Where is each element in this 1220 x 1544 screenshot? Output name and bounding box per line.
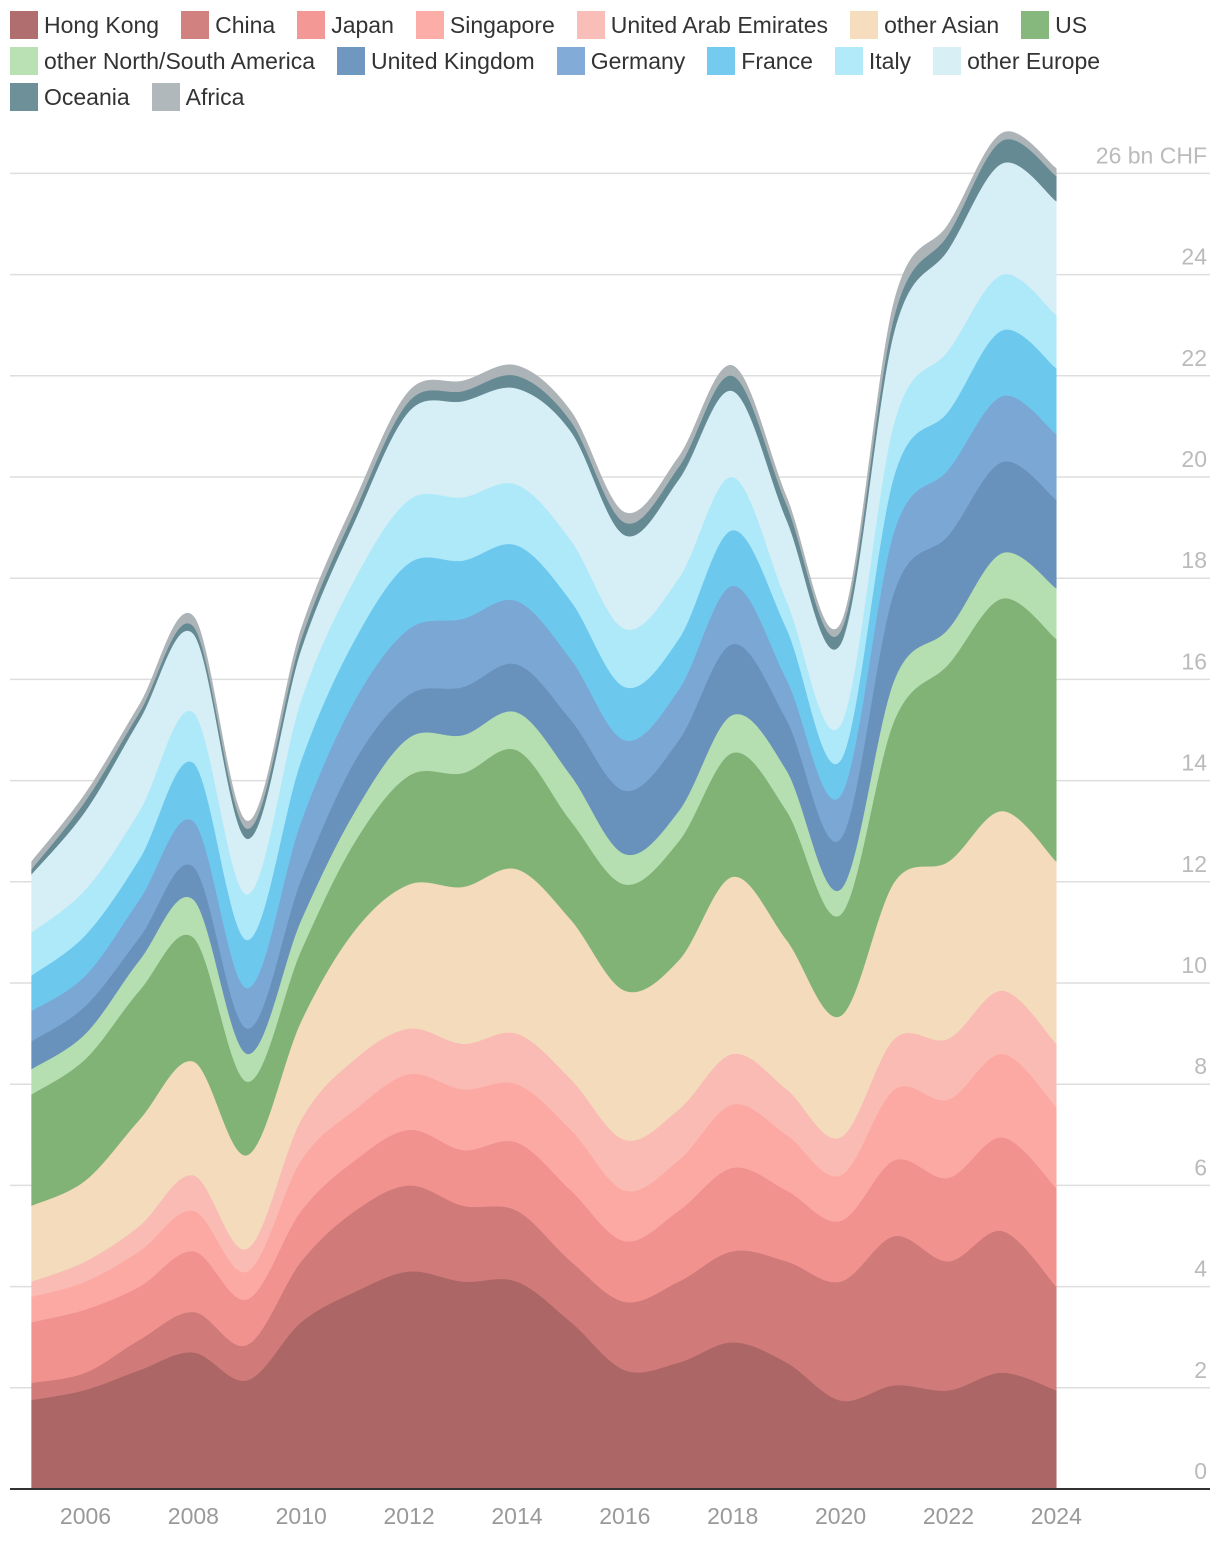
x-tick-label: 2020	[815, 1503, 866, 1529]
legend: Hong Kong China Japan Singapore United Arab …	[10, 10, 1210, 112]
legend-swatch	[933, 47, 962, 75]
legend-label: United Kingdom	[371, 47, 535, 74]
x-tick-label: 2008	[168, 1503, 219, 1529]
legend-item: United Arab Emirates	[576, 10, 829, 40]
legend-swatch	[556, 47, 585, 75]
legend-swatch	[151, 83, 180, 111]
y-tick-label: 16	[1181, 648, 1207, 674]
legend-item: France	[707, 46, 813, 76]
legend-item: other Europe	[933, 46, 1100, 76]
y-tick-label: 4	[1194, 1256, 1207, 1282]
x-tick-label: 2006	[60, 1503, 111, 1529]
legend-item: Japan	[297, 10, 394, 40]
legend-label: US	[1055, 11, 1088, 38]
legend-item: United Kingdom	[337, 46, 535, 76]
y-tick-label: 8	[1194, 1053, 1207, 1079]
y-tick-label: 10	[1181, 952, 1207, 978]
y-tick-label: 26 bn CHF	[1096, 142, 1207, 168]
legend-label: China	[215, 11, 276, 38]
legend-item: China	[181, 10, 275, 40]
areas	[31, 131, 1057, 1490]
legend-swatch	[850, 11, 879, 39]
legend-item: Africa	[151, 82, 245, 112]
legend-swatch	[10, 47, 38, 75]
y-tick-label: 22	[1181, 345, 1207, 371]
x-tick-label: 2014	[491, 1503, 542, 1529]
y-tick-label: 20	[1181, 446, 1207, 472]
x-tick-label: 2010	[276, 1503, 327, 1529]
legend-label: other Asian	[884, 11, 1000, 38]
legend-label: Italy	[868, 47, 912, 74]
legend-label: Japan	[331, 11, 394, 38]
legend-label: United Arab Emirates	[610, 11, 829, 38]
legend-swatch	[834, 47, 863, 75]
legend-swatch	[10, 11, 38, 39]
legend-item: Singapore	[415, 10, 555, 40]
x-tick-label: 2022	[923, 1503, 974, 1529]
legend-label: other North/South America	[44, 47, 316, 74]
legend-label: Oceania	[44, 83, 130, 110]
legend-item: other North/South America	[10, 46, 315, 76]
y-tick-label: 14	[1181, 750, 1207, 776]
y-tick-label: 6	[1194, 1154, 1207, 1180]
legend-swatch	[415, 11, 444, 39]
legend-item: Italy	[834, 46, 912, 76]
legend-swatch	[576, 11, 605, 39]
x-tick-label: 2016	[599, 1503, 650, 1529]
legend-label: Germany	[590, 47, 686, 74]
y-tick-label: 0	[1194, 1458, 1207, 1484]
legend-swatch	[1021, 11, 1050, 39]
y-tick-label: 2	[1194, 1357, 1207, 1383]
legend-item: Germany	[556, 46, 686, 76]
area	[31, 131, 1057, 870]
legend-swatch	[10, 83, 38, 111]
legend-label: France	[741, 47, 813, 74]
x-tick-label: 2012	[384, 1503, 435, 1529]
y-tick-label: 12	[1181, 851, 1207, 877]
legend-swatch	[337, 47, 366, 75]
legend-item: US	[1021, 10, 1087, 40]
legend-item: other Asian	[850, 10, 999, 40]
legend-item: Oceania	[10, 82, 130, 112]
legend-item: Hong Kong	[10, 10, 159, 40]
y-tick-label: 24	[1181, 244, 1207, 270]
legend-label: other Europe	[967, 47, 1101, 74]
legend-swatch	[297, 11, 326, 39]
legend-swatch	[181, 11, 210, 39]
legend-swatch	[707, 47, 736, 75]
x-tick-label: 2024	[1031, 1503, 1082, 1529]
y-tick-label: 18	[1181, 547, 1207, 573]
legend-label: Hong Kong	[44, 11, 160, 38]
x-tick-label: 2018	[707, 1503, 758, 1529]
legend-label: Singapore	[449, 11, 555, 38]
legend-label: Africa	[185, 83, 245, 110]
